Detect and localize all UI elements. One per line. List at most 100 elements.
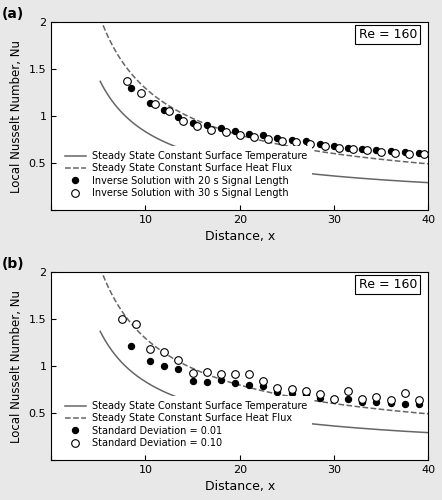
Line: Steady State Constant Surface Temperature: Steady State Constant Surface Temperatur… (100, 332, 428, 432)
Line: Steady State Constant Surface Heat Flux: Steady State Constant Surface Heat Flux (100, 18, 428, 164)
Inverse Solution with 20 s Signal Length (416, 150, 422, 156)
Standard Deviation = 0.01 (303, 392, 309, 398)
Text: (b): (b) (2, 256, 25, 270)
Inverse Solution with 30 s Signal Length (293, 140, 299, 145)
Standard Deviation = 0.01 (388, 400, 393, 406)
Standard Deviation = 0.01 (218, 377, 224, 383)
X-axis label: Distance, x: Distance, x (205, 230, 275, 243)
Inverse Solution with 20 s Signal Length (162, 106, 167, 112)
Steady State Constant Surface Heat Flux (137, 330, 142, 336)
Steady State Constant Surface Temperature (228, 409, 233, 415)
Steady State Constant Surface Heat Flux (304, 146, 309, 152)
Y-axis label: Local Nusselt Number, Nu: Local Nusselt Number, Nu (10, 290, 23, 442)
Steady State Constant Surface Temperature (336, 424, 341, 430)
Standard Deviation = 0.01 (261, 383, 266, 389)
Inverse Solution with 30 s Signal Length (421, 150, 426, 156)
Inverse Solution with 20 s Signal Length (232, 128, 238, 134)
Standard Deviation = 0.01 (247, 382, 252, 388)
Legend: Steady State Constant Surface Temperature, Steady State Constant Surface Heat Fl: Steady State Constant Surface Temperatur… (60, 146, 312, 203)
Standard Deviation = 0.01 (346, 396, 351, 402)
Inverse Solution with 20 s Signal Length (148, 100, 153, 106)
Standard Deviation = 0.10 (247, 370, 252, 376)
Steady State Constant Surface Temperature (98, 78, 103, 84)
Inverse Solution with 20 s Signal Length (261, 132, 266, 138)
Standard Deviation = 0.10 (261, 378, 266, 384)
Inverse Solution with 30 s Signal Length (237, 132, 242, 138)
Steady State Constant Surface Heat Flux (334, 151, 339, 157)
Inverse Solution with 20 s Signal Length (190, 120, 195, 126)
Standard Deviation = 0.01 (162, 363, 167, 369)
Inverse Solution with 30 s Signal Length (152, 101, 157, 107)
Steady State Constant Surface Temperature (98, 328, 103, 334)
Steady State Constant Surface Heat Flux (304, 396, 309, 402)
Standard Deviation = 0.10 (303, 388, 309, 394)
Inverse Solution with 20 s Signal Length (247, 131, 252, 137)
Standard Deviation = 0.10 (232, 370, 238, 376)
Standard Deviation = 0.10 (388, 397, 393, 403)
Inverse Solution with 20 s Signal Length (374, 147, 379, 153)
Inverse Solution with 30 s Signal Length (166, 108, 171, 114)
Y-axis label: Local Nusselt Number, Nu: Local Nusselt Number, Nu (10, 40, 23, 192)
Inverse Solution with 20 s Signal Length (129, 85, 134, 91)
Standard Deviation = 0.10 (332, 396, 337, 402)
Inverse Solution with 30 s Signal Length (194, 124, 200, 130)
Steady State Constant Surface Temperature (334, 174, 339, 180)
Inverse Solution with 30 s Signal Length (378, 149, 384, 155)
Standard Deviation = 0.10 (346, 388, 351, 394)
Steady State Constant Surface Heat Flux (336, 401, 341, 407)
Steady State Constant Surface Heat Flux (137, 80, 142, 86)
Inverse Solution with 30 s Signal Length (180, 118, 186, 124)
Inverse Solution with 20 s Signal Length (218, 126, 224, 132)
Steady State Constant Surface Heat Flux (334, 401, 339, 407)
Inverse Solution with 30 s Signal Length (322, 143, 327, 149)
Inverse Solution with 30 s Signal Length (392, 150, 398, 156)
Line: Steady State Constant Surface Heat Flux: Steady State Constant Surface Heat Flux (100, 268, 428, 414)
Steady State Constant Surface Heat Flux (205, 122, 210, 128)
Standard Deviation = 0.01 (148, 358, 153, 364)
Inverse Solution with 20 s Signal Length (388, 148, 393, 154)
Steady State Constant Surface Temperature (228, 159, 233, 165)
Standard Deviation = 0.01 (402, 400, 408, 406)
Line: Steady State Constant Surface Temperature: Steady State Constant Surface Temperatur… (100, 82, 428, 182)
Standard Deviation = 0.01 (416, 400, 422, 406)
Steady State Constant Surface Temperature (137, 125, 142, 131)
Standard Deviation = 0.10 (360, 396, 365, 402)
Standard Deviation = 0.01 (232, 380, 238, 386)
Inverse Solution with 20 s Signal Length (402, 149, 408, 155)
Inverse Solution with 30 s Signal Length (138, 90, 143, 96)
Inverse Solution with 20 s Signal Length (346, 145, 351, 151)
Standard Deviation = 0.01 (190, 378, 195, 384)
Steady State Constant Surface Heat Flux (336, 151, 341, 157)
Inverse Solution with 30 s Signal Length (336, 145, 341, 151)
Steady State Constant Surface Heat Flux (228, 130, 233, 136)
Standard Deviation = 0.10 (204, 369, 210, 375)
Inverse Solution with 30 s Signal Length (279, 138, 285, 143)
Legend: Steady State Constant Surface Temperature, Steady State Constant Surface Heat Fl: Steady State Constant Surface Temperatur… (60, 396, 312, 453)
Standard Deviation = 0.10 (190, 370, 195, 376)
Standard Deviation = 0.10 (275, 384, 280, 390)
Standard Deviation = 0.10 (416, 397, 422, 403)
Steady State Constant Surface Heat Flux (98, 14, 103, 20)
Standard Deviation = 0.01 (332, 396, 337, 402)
Standard Deviation = 0.01 (317, 395, 323, 401)
Standard Deviation = 0.01 (176, 366, 181, 372)
Inverse Solution with 20 s Signal Length (317, 142, 323, 148)
Steady State Constant Surface Temperature (304, 170, 309, 176)
Steady State Constant Surface Heat Flux (205, 372, 210, 378)
Inverse Solution with 30 s Signal Length (124, 78, 129, 84)
Steady State Constant Surface Heat Flux (98, 264, 103, 270)
Inverse Solution with 30 s Signal Length (223, 129, 228, 135)
Inverse Solution with 20 s Signal Length (303, 138, 309, 144)
Steady State Constant Surface Temperature (205, 154, 210, 160)
Steady State Constant Surface Heat Flux (228, 380, 233, 386)
Steady State Constant Surface Temperature (334, 424, 339, 430)
Inverse Solution with 30 s Signal Length (350, 146, 355, 152)
Standard Deviation = 0.01 (275, 390, 280, 396)
Inverse Solution with 20 s Signal Length (332, 143, 337, 149)
Steady State Constant Surface Temperature (205, 404, 210, 409)
Standard Deviation = 0.10 (402, 390, 408, 396)
Standard Deviation = 0.01 (374, 399, 379, 405)
Steady State Constant Surface Temperature (304, 420, 309, 426)
Inverse Solution with 20 s Signal Length (360, 146, 365, 152)
Standard Deviation = 0.10 (133, 321, 139, 327)
